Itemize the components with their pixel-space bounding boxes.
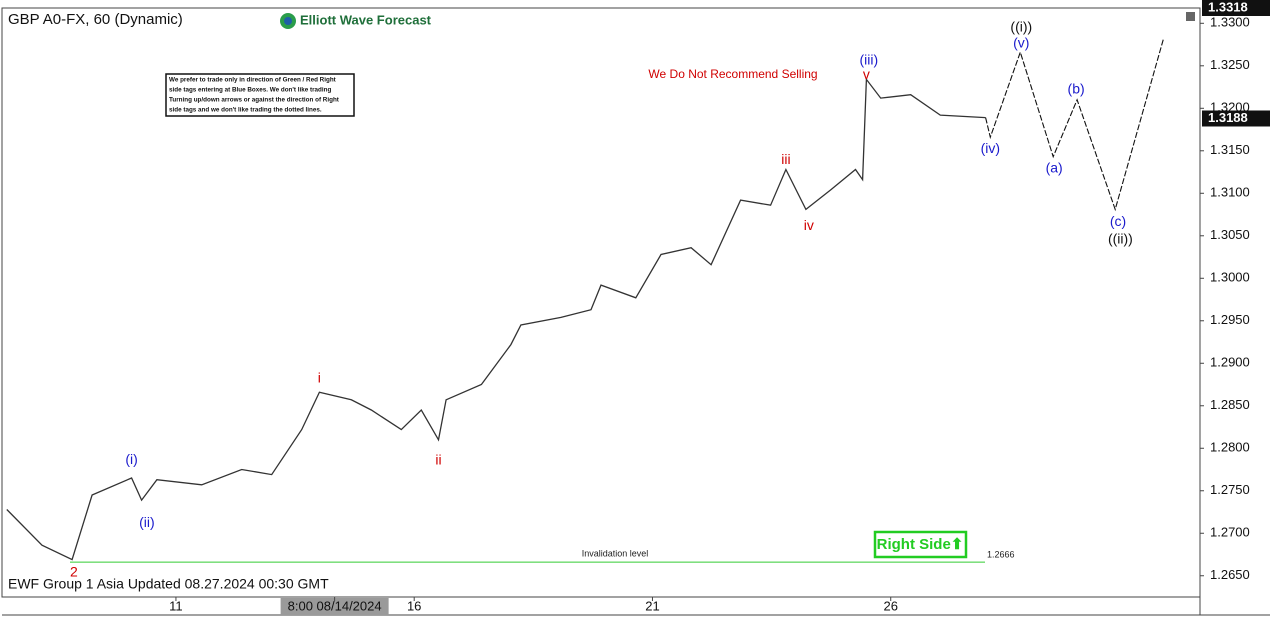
wave-label: (c): [1110, 213, 1126, 229]
y-tick-label: 1.2750: [1210, 482, 1250, 497]
logo-icon: [284, 17, 292, 25]
invalidation-price: 1.2666: [987, 550, 1015, 560]
x-tick-highlight: [280, 598, 389, 615]
notice-line: We prefer to trade only in direction of …: [169, 77, 337, 84]
price-tag: [1202, 0, 1270, 16]
warning: We Do Not Recommend Selling: [648, 67, 817, 81]
chart-title: GBP A0-FX, 60 (Dynamic): [8, 11, 183, 28]
x-tick-label: 26: [883, 598, 897, 613]
wave-label: ii: [435, 452, 441, 468]
price-tag-label: 1.3318: [1208, 0, 1248, 14]
badge: Right Side⬆: [877, 536, 964, 553]
y-tick-label: 1.3100: [1210, 185, 1250, 200]
notice: We prefer to trade only in direction of …: [169, 77, 340, 114]
y-tick-label: 1.3250: [1210, 57, 1250, 72]
wave-label: i: [318, 369, 321, 385]
y-tick-label: 1.2950: [1210, 312, 1250, 327]
x-tick-label: 16: [407, 598, 421, 613]
wave-label: (iv): [981, 140, 1000, 156]
wave-label: (i): [125, 451, 137, 467]
menu-icon[interactable]: [1186, 12, 1195, 21]
wave-label: ((i)): [1010, 18, 1032, 34]
y-tick-label: 1.3300: [1210, 15, 1250, 30]
wave-label: iv: [804, 217, 814, 233]
notice-line: Turning up/down arrows or against the di…: [169, 97, 340, 104]
x-tick-label: 8:00 08/14/2024: [288, 598, 382, 613]
wave-label: (iii): [859, 51, 878, 67]
price-line: [6, 77, 986, 561]
y-tick-label: 1.3000: [1210, 270, 1250, 285]
y-tick-label: 1.3150: [1210, 142, 1250, 157]
y-tick-label: 1.2850: [1210, 397, 1250, 412]
y-tick-label: 1.2700: [1210, 525, 1250, 540]
y-tick-label: 1.2900: [1210, 355, 1250, 370]
invalidation-text: Invalidation level: [582, 549, 649, 559]
wave-label: (a): [1046, 159, 1063, 175]
badge-box: [873, 530, 968, 559]
y-tick-label: 1.2650: [1210, 567, 1250, 582]
notice-box: [165, 73, 355, 117]
wave-label: (b): [1068, 80, 1085, 96]
x-tick-label: 11: [169, 598, 183, 613]
price-tag-label: 1.3188: [1208, 110, 1248, 125]
wave-label: v: [863, 66, 870, 82]
notice-line: side tags and we don't like trading the …: [169, 107, 322, 114]
notice-line: side tags entering at Blue Boxes. We don…: [169, 87, 331, 94]
brand: Elliott Wave Forecast: [300, 12, 432, 27]
y-tick-label: 1.3050: [1210, 227, 1250, 242]
wave-label: (v): [1013, 34, 1029, 50]
price-tag: [1202, 110, 1270, 127]
wave-label: iii: [781, 151, 790, 167]
wave-label: ((ii)): [1108, 231, 1133, 247]
wave-label: 2: [70, 563, 78, 579]
wave-label: (ii): [139, 514, 155, 530]
footer: EWF Group 1 Asia Updated 08.27.2024 00:3…: [8, 576, 329, 592]
x-tick-label: 21: [645, 598, 659, 613]
y-tick-label: 1.2800: [1210, 440, 1250, 455]
price-line: [985, 39, 1164, 212]
